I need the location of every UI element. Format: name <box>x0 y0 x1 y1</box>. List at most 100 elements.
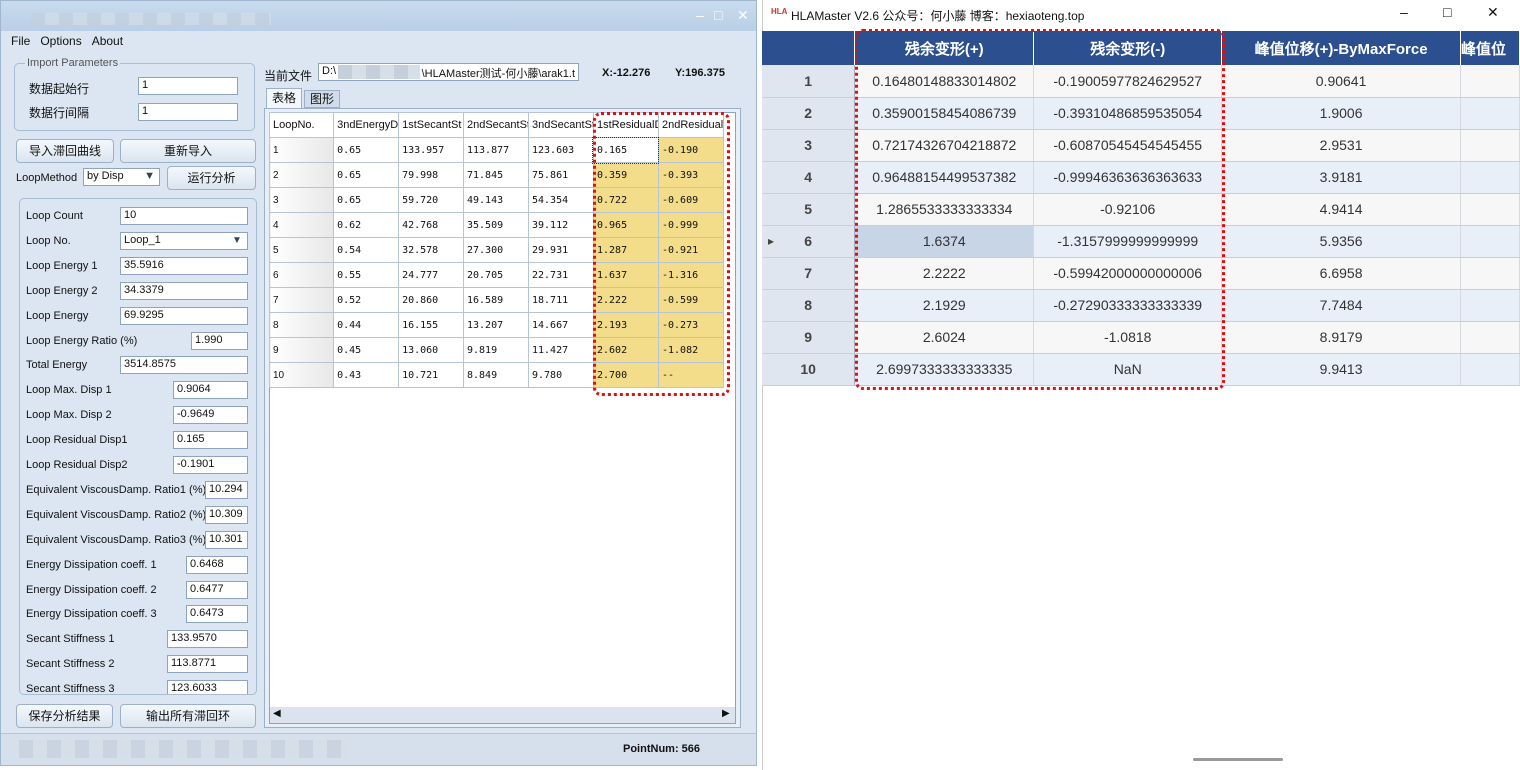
table-cell[interactable]: 0.65 <box>333 137 400 163</box>
row-header[interactable]: 7 <box>762 257 856 290</box>
table-cell[interactable]: 18.711 <box>527 287 594 313</box>
table-cell[interactable]: 2.2222 <box>854 257 1035 290</box>
table-cell[interactable]: 0.54 <box>333 237 400 263</box>
table-cell[interactable]: 1.9006 <box>1221 97 1461 130</box>
table-cell[interactable]: 5.9356 <box>1221 225 1461 258</box>
minimize-button[interactable]: – <box>696 7 704 23</box>
table-cell[interactable]: 0.55 <box>333 262 400 288</box>
table-cell[interactable]: 9.819 <box>462 337 529 363</box>
table-cell[interactable]: 2.9531 <box>1221 129 1461 162</box>
table-row[interactable]: 7 2.2222 -0.59942000000000006 6.6958 <box>762 257 1520 290</box>
table-row[interactable]: 5 1.2865533333333334 -0.92106 4.9414 <box>762 193 1520 226</box>
table-cell[interactable]: 8.849 <box>462 362 529 388</box>
table-cell[interactable]: 35.509 <box>462 212 529 238</box>
column-header[interactable]: LoopNo. <box>268 112 335 138</box>
row-header[interactable]: 3 <box>762 129 856 162</box>
table-cell[interactable]: -0.39310486859535054 <box>1033 97 1223 130</box>
table-cell[interactable]: 0.16480148833014802 <box>854 65 1035 98</box>
table-cell[interactable]: -0.599 <box>657 287 725 313</box>
tab-chart[interactable]: 图形 <box>304 90 340 108</box>
field-value[interactable]: 10.301 <box>205 530 248 549</box>
table-cell[interactable]: 13.207 <box>462 312 529 338</box>
column-header[interactable]: 峰值位移(+)-ByMaxForce <box>1221 31 1461 65</box>
run-analysis-button[interactable]: 运行分析 <box>167 166 256 190</box>
row-header[interactable]: 4 <box>762 161 856 194</box>
table-cell[interactable]: 4.9414 <box>1221 193 1461 226</box>
field-value[interactable]: 10.294 <box>205 480 248 499</box>
table-row[interactable]: 1 0.16480148833014802 -0.19005977824629527… <box>762 65 1520 98</box>
table-cell[interactable]: 5 <box>268 237 335 263</box>
export-loops-button[interactable]: 输出所有滞回环 <box>120 704 256 728</box>
table-cell[interactable]: -0.393 <box>657 162 725 188</box>
table-cell[interactable]: 0.165 <box>592 136 660 164</box>
field-value[interactable]: -0.1901 <box>173 456 248 474</box>
table-cell[interactable]: 11.427 <box>527 337 594 363</box>
row-header[interactable]: 1 <box>762 65 856 98</box>
table-cell[interactable]: 20.705 <box>462 262 529 288</box>
table-row[interactable]: 10 2.6997333333333335 NaN 9.9413 <box>762 353 1520 386</box>
row-header[interactable]: 5 <box>762 193 856 226</box>
column-header[interactable]: 3ndEnergyD <box>333 112 400 138</box>
row-interval-input[interactable]: 1 <box>138 103 238 121</box>
table-row[interactable]: 4 0.96488154499537382 -0.99946363636363633… <box>762 161 1520 194</box>
table-cell[interactable]: 2.193 <box>592 312 659 338</box>
column-header[interactable]: 残余变形(+) <box>854 31 1035 65</box>
table-cell[interactable]: -0.921 <box>657 237 725 263</box>
table-cell[interactable]: 2.1929 <box>854 289 1035 322</box>
table-cell[interactable]: 0.44 <box>333 312 400 338</box>
tab-table[interactable]: 表格 <box>266 88 302 108</box>
table-cell[interactable]: 27.300 <box>462 237 529 263</box>
table-cell[interactable] <box>1460 321 1520 354</box>
table-cell[interactable]: 113.877 <box>462 137 529 163</box>
field-value[interactable]: 113.8771 <box>167 655 248 674</box>
table-cell[interactable]: 29.931 <box>527 237 594 263</box>
table-cell[interactable]: 75.861 <box>527 162 594 188</box>
table-cell[interactable]: 0.96488154499537382 <box>854 161 1035 194</box>
field-value[interactable]: 0.6477 <box>186 580 248 599</box>
table-cell[interactable]: -0.19005977824629527 <box>1033 65 1223 98</box>
table-cell[interactable] <box>1460 193 1520 226</box>
table-cell[interactable]: 39.112 <box>527 212 594 238</box>
field-value[interactable]: 0.6468 <box>186 555 248 574</box>
table-cell[interactable]: 2.6024 <box>854 321 1035 354</box>
scroll-left-icon[interactable]: ◀ <box>273 708 281 719</box>
table-cell[interactable]: 0.90641 <box>1221 65 1461 98</box>
table-cell[interactable]: 79.998 <box>398 162 464 188</box>
table-cell[interactable]: 24.777 <box>398 262 464 288</box>
table-cell[interactable]: 16.155 <box>398 312 464 338</box>
field-value[interactable]: 34.3379 <box>120 281 248 300</box>
table-cell[interactable]: 1.637 <box>592 262 659 288</box>
table-cell[interactable]: 9 <box>268 337 335 363</box>
menu-file[interactable]: File <box>11 34 31 48</box>
row-header[interactable]: 10 <box>762 353 856 386</box>
row-header[interactable]: 9 <box>762 321 856 354</box>
column-header[interactable]: 2ndSecantSt <box>462 112 529 138</box>
column-header[interactable]: 残余变形(-) <box>1033 31 1223 65</box>
horizontal-scrollbar[interactable] <box>1193 758 1283 761</box>
table-cell[interactable]: 0.65 <box>333 187 400 213</box>
table-cell[interactable] <box>1460 289 1520 322</box>
table-cell[interactable]: 7.7484 <box>1221 289 1461 322</box>
table-cell[interactable]: -0.609 <box>657 187 725 213</box>
field-value[interactable]: 0.165 <box>173 431 248 450</box>
table-row[interactable]: 6 ▸ 1.6374 -1.3157999999999999 5.9356 <box>762 225 1520 258</box>
table-cell[interactable]: 0.62 <box>333 212 400 238</box>
table-cell[interactable] <box>1460 257 1520 290</box>
table-cell[interactable]: 1.287 <box>592 237 659 263</box>
table-cell[interactable]: 1.2865533333333334 <box>854 193 1035 226</box>
table-cell[interactable]: 9.780 <box>527 362 594 388</box>
table-cell[interactable]: -1.082 <box>657 337 725 363</box>
save-results-button[interactable]: 保存分析结果 <box>16 704 113 728</box>
table-cell[interactable]: 0.72174326704218872 <box>854 129 1035 162</box>
field-value[interactable]: 3514.8575 <box>120 356 248 375</box>
horizontal-scrollbar[interactable]: ◀ ▶ <box>270 707 735 723</box>
maximize-button[interactable]: □ <box>714 7 723 23</box>
table-cell[interactable]: 1.6374 <box>854 225 1035 258</box>
table-cell[interactable] <box>1460 353 1520 386</box>
table-cell[interactable]: 1 <box>268 137 335 163</box>
table-cell[interactable]: 0.35900158454086739 <box>854 97 1035 130</box>
table-cell[interactable] <box>1460 129 1520 162</box>
table-cell[interactable]: 59.720 <box>398 187 464 213</box>
table-cell[interactable]: 32.578 <box>398 237 464 263</box>
table-cell[interactable]: 9.9413 <box>1221 353 1461 386</box>
